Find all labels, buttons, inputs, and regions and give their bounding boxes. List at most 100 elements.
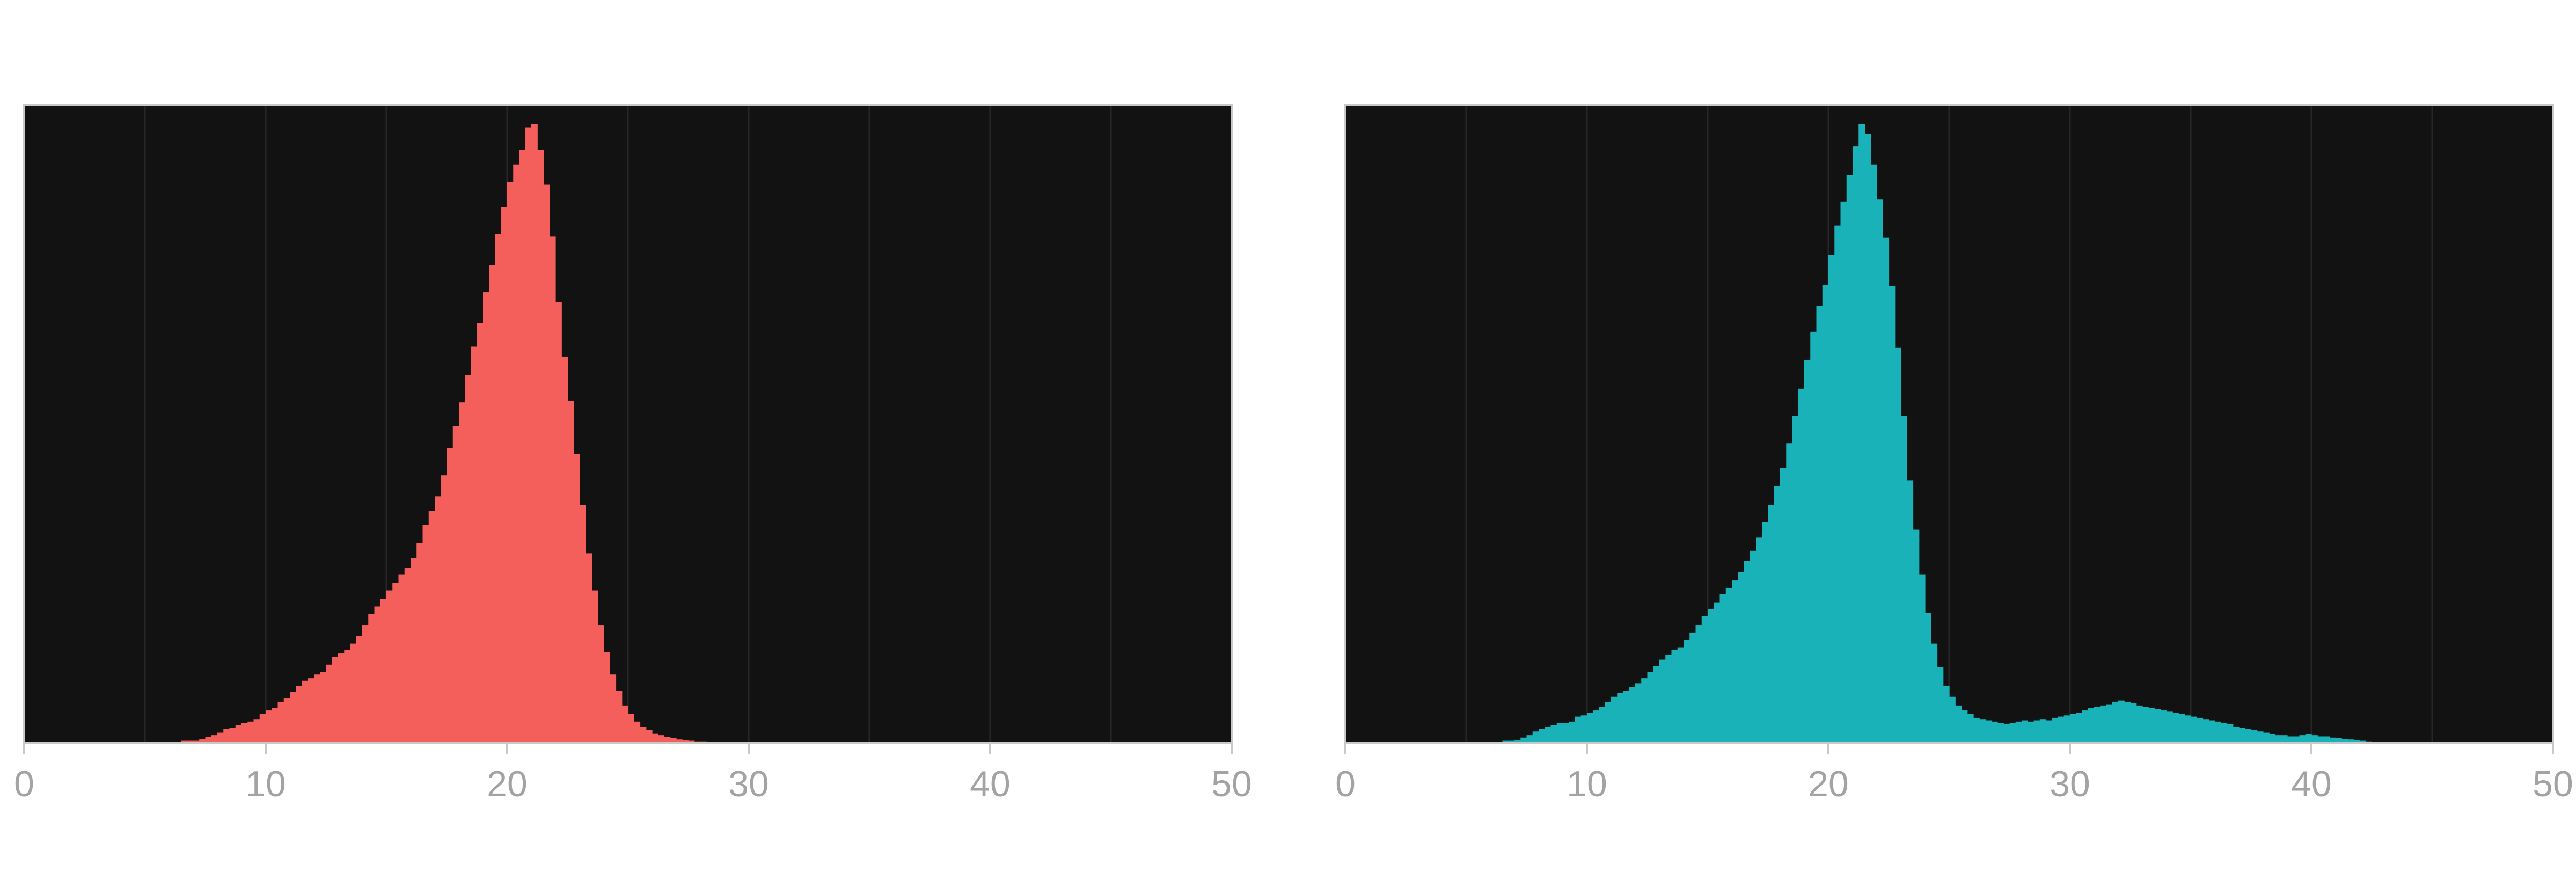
histogram-bar bbox=[1883, 237, 1890, 743]
histogram-bar bbox=[2202, 719, 2209, 743]
histogram-bar bbox=[2341, 739, 2348, 743]
histogram-bar bbox=[1550, 725, 1557, 743]
histogram-bar bbox=[416, 543, 423, 743]
x-tick-label: 40 bbox=[2291, 764, 2332, 804]
histogram-bar bbox=[338, 653, 345, 743]
histogram-bar bbox=[199, 739, 206, 743]
histogram-bar bbox=[1587, 713, 1593, 743]
histogram-bar bbox=[290, 692, 296, 743]
histogram-bar bbox=[604, 652, 610, 743]
histogram-bar bbox=[483, 292, 489, 743]
histogram-bar bbox=[1732, 580, 1738, 743]
histogram-bar bbox=[1689, 632, 1696, 743]
histogram-bar bbox=[1532, 731, 1539, 743]
histogram-bar bbox=[356, 636, 363, 743]
histogram-bar bbox=[235, 725, 242, 743]
histogram-bar bbox=[1635, 683, 1642, 743]
histogram-bar bbox=[2076, 713, 2083, 743]
histogram-bar bbox=[1804, 360, 1811, 743]
histogram-bar bbox=[2124, 701, 2131, 743]
histogram-bar bbox=[314, 674, 320, 743]
histogram-bar bbox=[1786, 443, 1793, 743]
histogram-bar bbox=[1545, 727, 1552, 743]
histogram-bar bbox=[1575, 716, 1582, 743]
histogram-bar bbox=[1943, 685, 1950, 743]
histogram-bar bbox=[621, 705, 628, 743]
histogram-bar bbox=[1870, 164, 1877, 743]
histogram-bar bbox=[1931, 643, 1938, 743]
histogram-bar bbox=[266, 710, 272, 743]
histogram-bar bbox=[1913, 529, 1920, 743]
histogram-bar bbox=[670, 738, 677, 743]
histogram-bar bbox=[398, 574, 405, 743]
histogram-bar bbox=[459, 402, 465, 743]
histogram-bar bbox=[1665, 655, 1672, 743]
histogram-bar bbox=[1991, 721, 1998, 743]
histogram-bar bbox=[2039, 719, 2046, 743]
histogram-bar bbox=[1955, 705, 1962, 743]
histogram-bar bbox=[1810, 331, 1817, 743]
histogram-bar bbox=[1985, 720, 1992, 743]
histogram-bar bbox=[2245, 729, 2252, 743]
histogram-bar bbox=[1684, 640, 1690, 743]
histogram-bar bbox=[652, 733, 658, 743]
histogram-bar bbox=[1949, 696, 1956, 743]
histogram-bar bbox=[1792, 416, 1799, 743]
histogram-bar bbox=[597, 625, 604, 743]
histogram-bar bbox=[1653, 666, 1660, 743]
histogram-bar bbox=[2215, 721, 2221, 743]
histogram-bar bbox=[664, 737, 671, 743]
histogram-bar bbox=[344, 650, 351, 743]
histogram-bar bbox=[2106, 704, 2113, 743]
histogram-bar bbox=[471, 346, 478, 743]
histogram-bar bbox=[1846, 175, 1853, 743]
histogram-bar bbox=[2184, 715, 2191, 743]
histogram-bar bbox=[2063, 715, 2070, 743]
histogram-bar bbox=[1798, 388, 1805, 743]
histogram-bar bbox=[1840, 201, 1847, 743]
x-tick-label: 20 bbox=[487, 764, 528, 804]
histogram-bar bbox=[495, 234, 502, 743]
histogram-bar bbox=[253, 719, 260, 743]
histogram-bar bbox=[1629, 687, 1636, 743]
histogram-bar bbox=[2178, 714, 2185, 743]
histogram-bar bbox=[2112, 701, 2119, 743]
histogram-bar bbox=[2336, 738, 2342, 743]
histogram-bar bbox=[1901, 416, 1907, 743]
histogram-bar bbox=[1774, 486, 1781, 743]
histogram-bar bbox=[2070, 714, 2076, 743]
x-tick-label: 30 bbox=[728, 764, 769, 804]
histogram-bar bbox=[1526, 735, 1533, 743]
histogram-bar bbox=[2033, 720, 2040, 743]
histogram-bar bbox=[217, 732, 224, 743]
histogram-bar bbox=[2281, 735, 2288, 743]
histogram-bar bbox=[2167, 711, 2173, 743]
histogram-bar bbox=[2046, 720, 2052, 743]
histogram-bar bbox=[441, 475, 448, 743]
histogram-bar bbox=[411, 558, 417, 743]
histogram-bar bbox=[1611, 696, 1618, 743]
histogram-bar bbox=[1919, 574, 1926, 743]
histogram-bar bbox=[404, 568, 411, 743]
histogram-bar bbox=[1514, 740, 1521, 743]
histogram-bar bbox=[2022, 720, 2028, 743]
histogram-bar bbox=[1744, 561, 1751, 743]
histogram-bar bbox=[1569, 721, 1576, 743]
histogram-bar bbox=[525, 127, 532, 743]
histogram-bar bbox=[628, 714, 634, 743]
histogram-bar bbox=[362, 625, 369, 743]
plot-area-border bbox=[23, 104, 1233, 744]
x-tick-label: 40 bbox=[970, 764, 1011, 804]
histogram-bar bbox=[1889, 286, 1896, 743]
histogram-bar bbox=[2269, 734, 2276, 743]
histogram-bar bbox=[507, 181, 514, 743]
histogram-bar bbox=[616, 691, 623, 743]
histogram-bar bbox=[308, 678, 314, 743]
histogram-bar bbox=[2154, 709, 2161, 743]
histogram-bar bbox=[422, 525, 429, 743]
histogram-bar bbox=[205, 737, 212, 743]
histogram-bar bbox=[567, 401, 574, 743]
histogram-bar bbox=[543, 184, 550, 743]
histogram-bar bbox=[573, 454, 580, 743]
